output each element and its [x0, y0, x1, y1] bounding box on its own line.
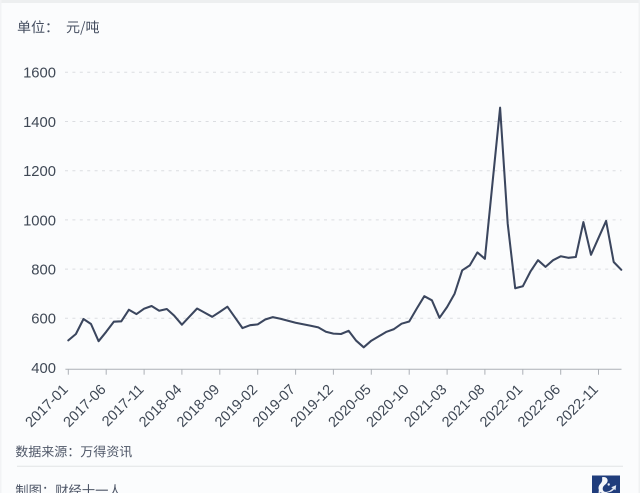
svg-text:1000: 1000	[23, 213, 56, 229]
svg-text:400: 400	[31, 361, 56, 377]
svg-text:1400: 1400	[23, 115, 56, 131]
svg-text:600: 600	[31, 312, 56, 328]
svg-text:1600: 1600	[23, 66, 56, 82]
svg-text:800: 800	[31, 263, 56, 279]
svg-text:1200: 1200	[23, 164, 56, 180]
